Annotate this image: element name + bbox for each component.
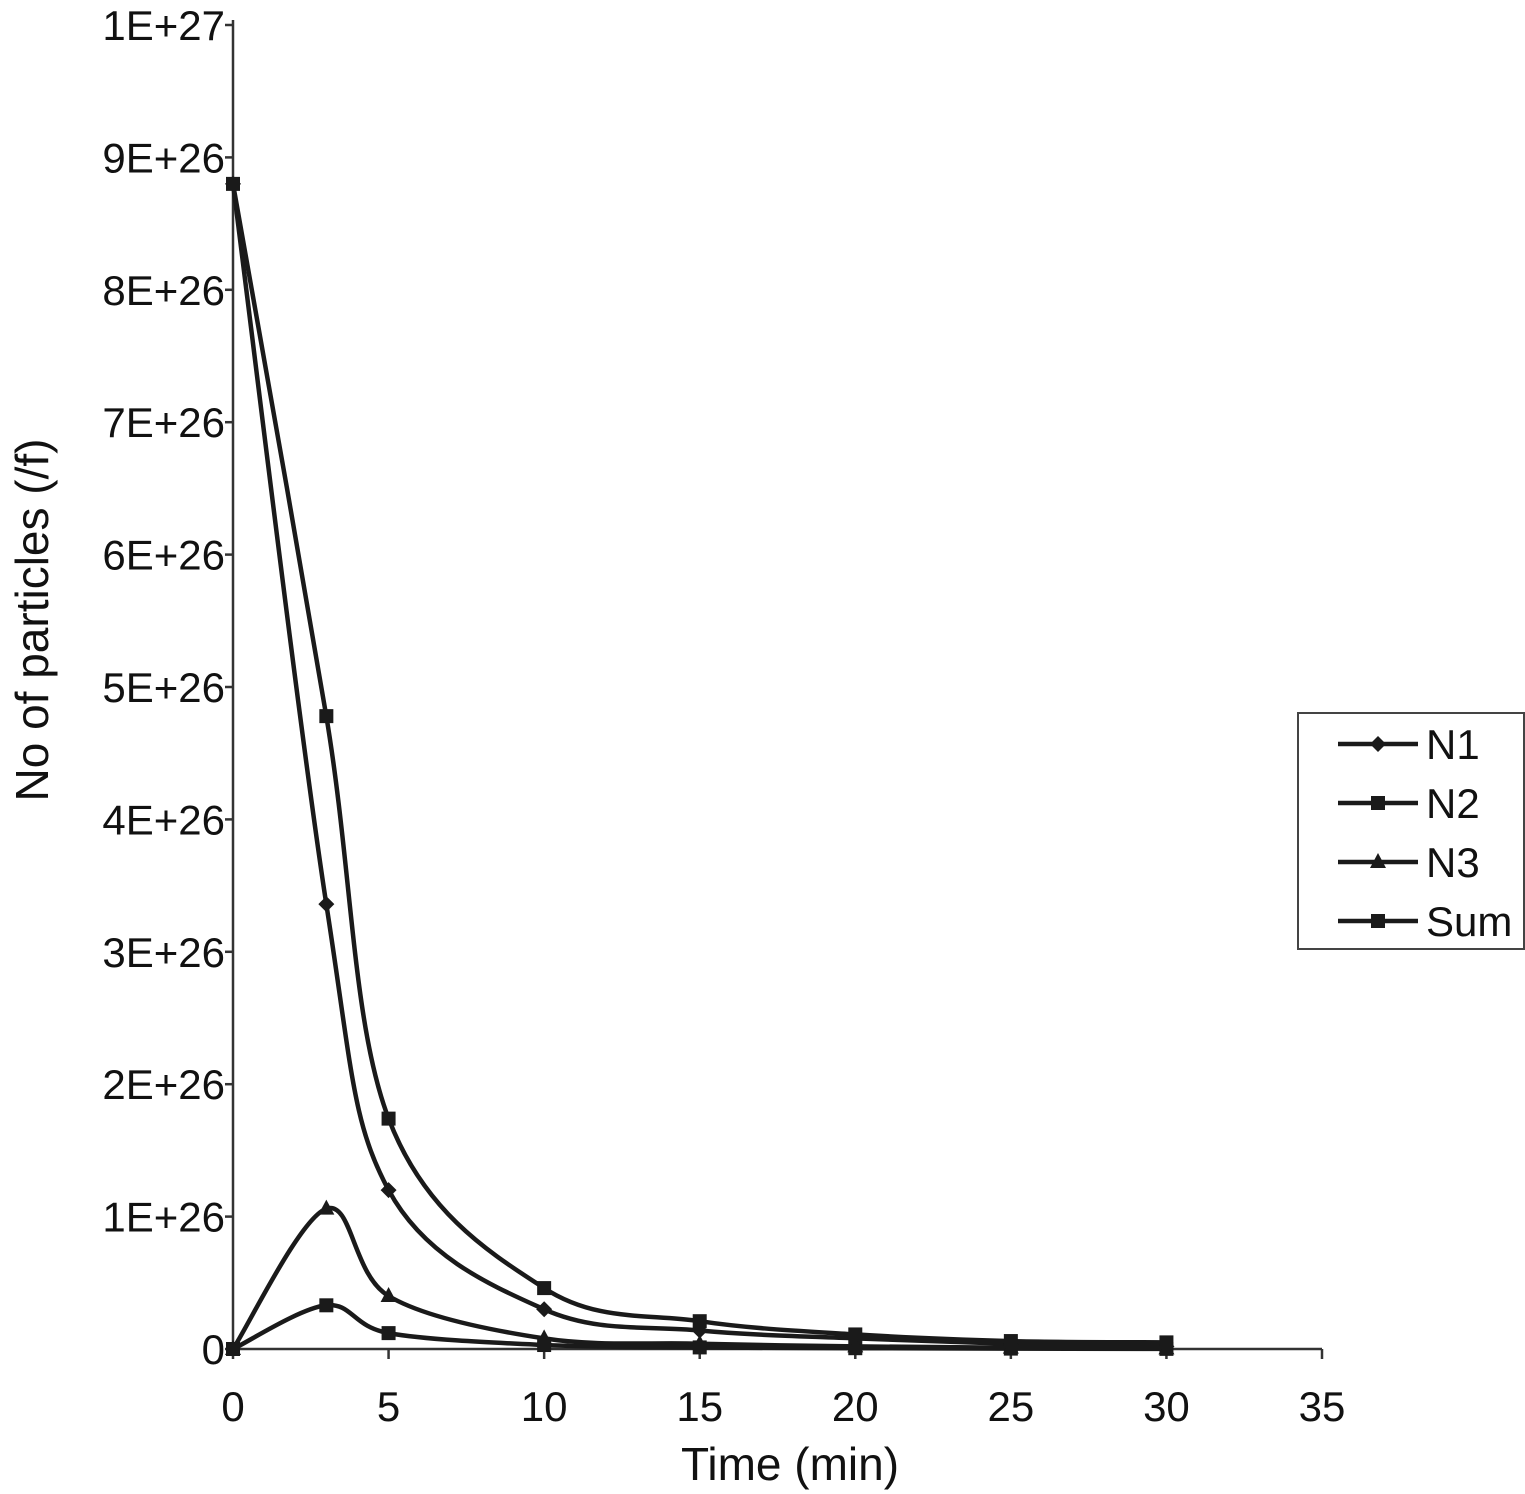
x-tick-label: 25 [987, 1383, 1034, 1430]
legend-marker [1370, 853, 1386, 868]
y-tick-label: 8E+26 [102, 267, 225, 314]
legend-marker [1371, 796, 1385, 810]
data-point-n3 [380, 1287, 397, 1303]
y-tick-label: 2E+26 [102, 1061, 225, 1108]
y-tick-label: 1E+26 [102, 1194, 225, 1241]
legend-marker [1370, 736, 1386, 752]
y-tick-label: 4E+26 [102, 796, 225, 843]
data-point-n3 [536, 1329, 553, 1345]
legend-label: N1 [1426, 721, 1480, 768]
data-point-n2 [319, 1298, 334, 1313]
legend-marker [1371, 914, 1385, 928]
legend-item-n3: N3 [1338, 839, 1480, 886]
data-point-sum [226, 176, 240, 191]
data-point-n3 [225, 1340, 241, 1355]
y-tick-label: 9E+26 [102, 134, 225, 181]
data-point-n1 [536, 1301, 553, 1318]
axes: 0 1E+26 2E+26 3E+26 4E+26 5E+26 6E+26 7E+26 8E+2… [102, 2, 1345, 1430]
legend-label: N2 [1426, 780, 1480, 827]
data-point-n1 [318, 896, 335, 913]
series-n1 [225, 175, 1175, 1355]
x-tick-label: 10 [521, 1383, 568, 1430]
y-axis-title: No of particles (/f) [6, 439, 58, 802]
legend-label: Sum [1426, 898, 1512, 945]
x-axis-title: Time (min) [681, 1438, 899, 1490]
data-point-sum [537, 1281, 552, 1296]
data-point-sum [848, 1327, 863, 1342]
x-tick-label: 5 [377, 1383, 400, 1430]
y-tick-label: 3E+26 [102, 929, 225, 976]
x-tick-label: 15 [676, 1383, 723, 1430]
y-tick-label: 5E+26 [102, 664, 225, 711]
data-point-sum [1003, 1334, 1018, 1349]
y-tick-label: 6E+26 [102, 532, 225, 579]
y-tick-label: 0 [202, 1326, 225, 1373]
legend-item-n2: N2 [1338, 780, 1480, 827]
series-layer [225, 175, 1175, 1356]
x-tick-label: 35 [1299, 1383, 1346, 1430]
x-tick-label: 30 [1143, 1383, 1190, 1430]
legend-box [1297, 712, 1525, 950]
legend-item-sum: Sum [1338, 898, 1512, 945]
legend-label: N3 [1426, 839, 1480, 886]
data-point-n3 [691, 1334, 708, 1350]
x-tick-label: 20 [832, 1383, 879, 1430]
data-point-sum [692, 1314, 707, 1329]
legend: N1 N2 N3 Sum [1297, 712, 1525, 950]
y-tick-label: 1E+27 [102, 2, 225, 49]
data-point-n1 [380, 1182, 397, 1199]
x-tick-label: 0 [221, 1383, 244, 1430]
data-point-n3 [318, 1199, 335, 1215]
data-point-sum [381, 1111, 396, 1126]
data-point-n3 [847, 1337, 864, 1353]
data-point-n2 [381, 1326, 396, 1341]
legend-item-n1: N1 [1338, 721, 1480, 768]
data-point-sum [1159, 1335, 1174, 1350]
series-sum [226, 176, 1174, 1350]
series-line-n1 [230, 181, 1169, 1349]
series-line-sum [230, 181, 1169, 1345]
data-point-sum [319, 709, 334, 724]
y-tick-label: 7E+26 [102, 399, 225, 446]
